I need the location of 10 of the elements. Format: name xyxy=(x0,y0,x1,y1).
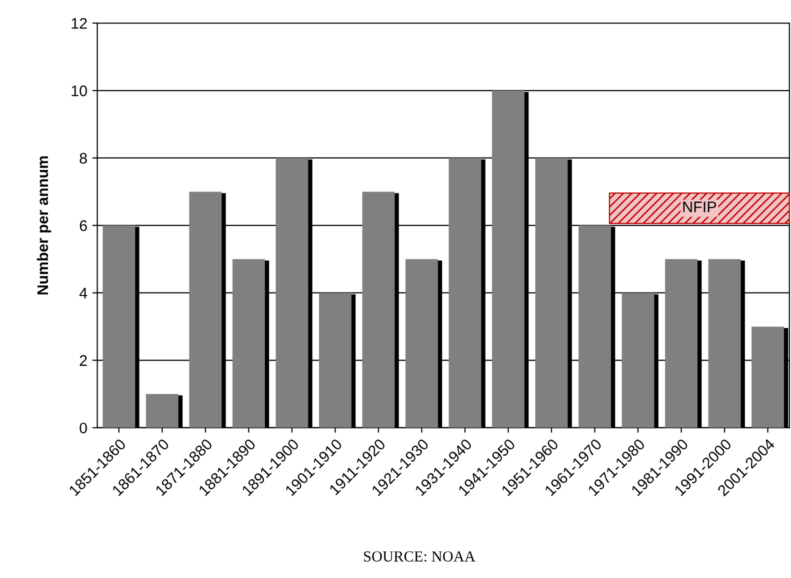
y-axis-title: Number per annum xyxy=(36,156,52,294)
y-tick-label: 8 xyxy=(80,152,87,164)
y-tick-label: 10 xyxy=(72,85,87,96)
y-tick-label: 4 xyxy=(79,288,88,298)
y-tick-label: 12 xyxy=(72,18,87,29)
y-tick-label: 2 xyxy=(80,355,87,366)
y-tick-label: 6 xyxy=(80,220,87,232)
annotation: NFIP xyxy=(683,202,716,212)
y-tick-label: 0 xyxy=(80,422,87,434)
source-note: SOURCE: NOAA xyxy=(364,551,476,562)
